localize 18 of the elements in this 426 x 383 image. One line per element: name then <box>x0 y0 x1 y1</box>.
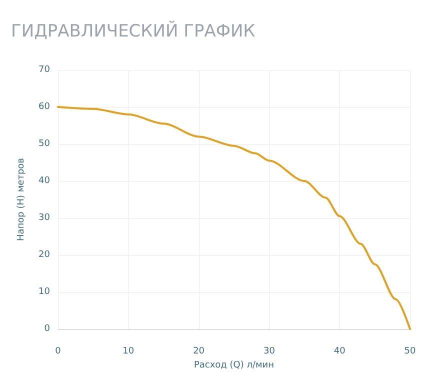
x-axis-title: Расход (Q) л/мин <box>194 360 274 370</box>
y-tick-label: 50 <box>38 139 50 149</box>
y-tick-label: 30 <box>38 213 50 223</box>
x-tick-label: 40 <box>334 346 346 356</box>
y-tick-label: 10 <box>38 287 50 297</box>
y-tick-label: 60 <box>38 102 50 112</box>
x-tick-label: 20 <box>193 346 205 356</box>
line-series <box>57 106 411 330</box>
y-tick-label: 70 <box>38 65 50 75</box>
y-axis-title: Напор (Н) метров <box>16 158 26 241</box>
x-tick-label: 50 <box>404 346 416 356</box>
x-tick-label: 0 <box>55 346 62 356</box>
chart-title: ГИДРАВЛИЧЕСКИЙ ГРАФИК <box>11 20 256 42</box>
x-tick-label: 30 <box>263 346 276 356</box>
y-tick-label: 40 <box>38 176 50 186</box>
y-tick-label: 20 <box>38 250 50 260</box>
y-tick-label: 0 <box>44 324 50 334</box>
x-tick-label: 10 <box>122 346 134 356</box>
